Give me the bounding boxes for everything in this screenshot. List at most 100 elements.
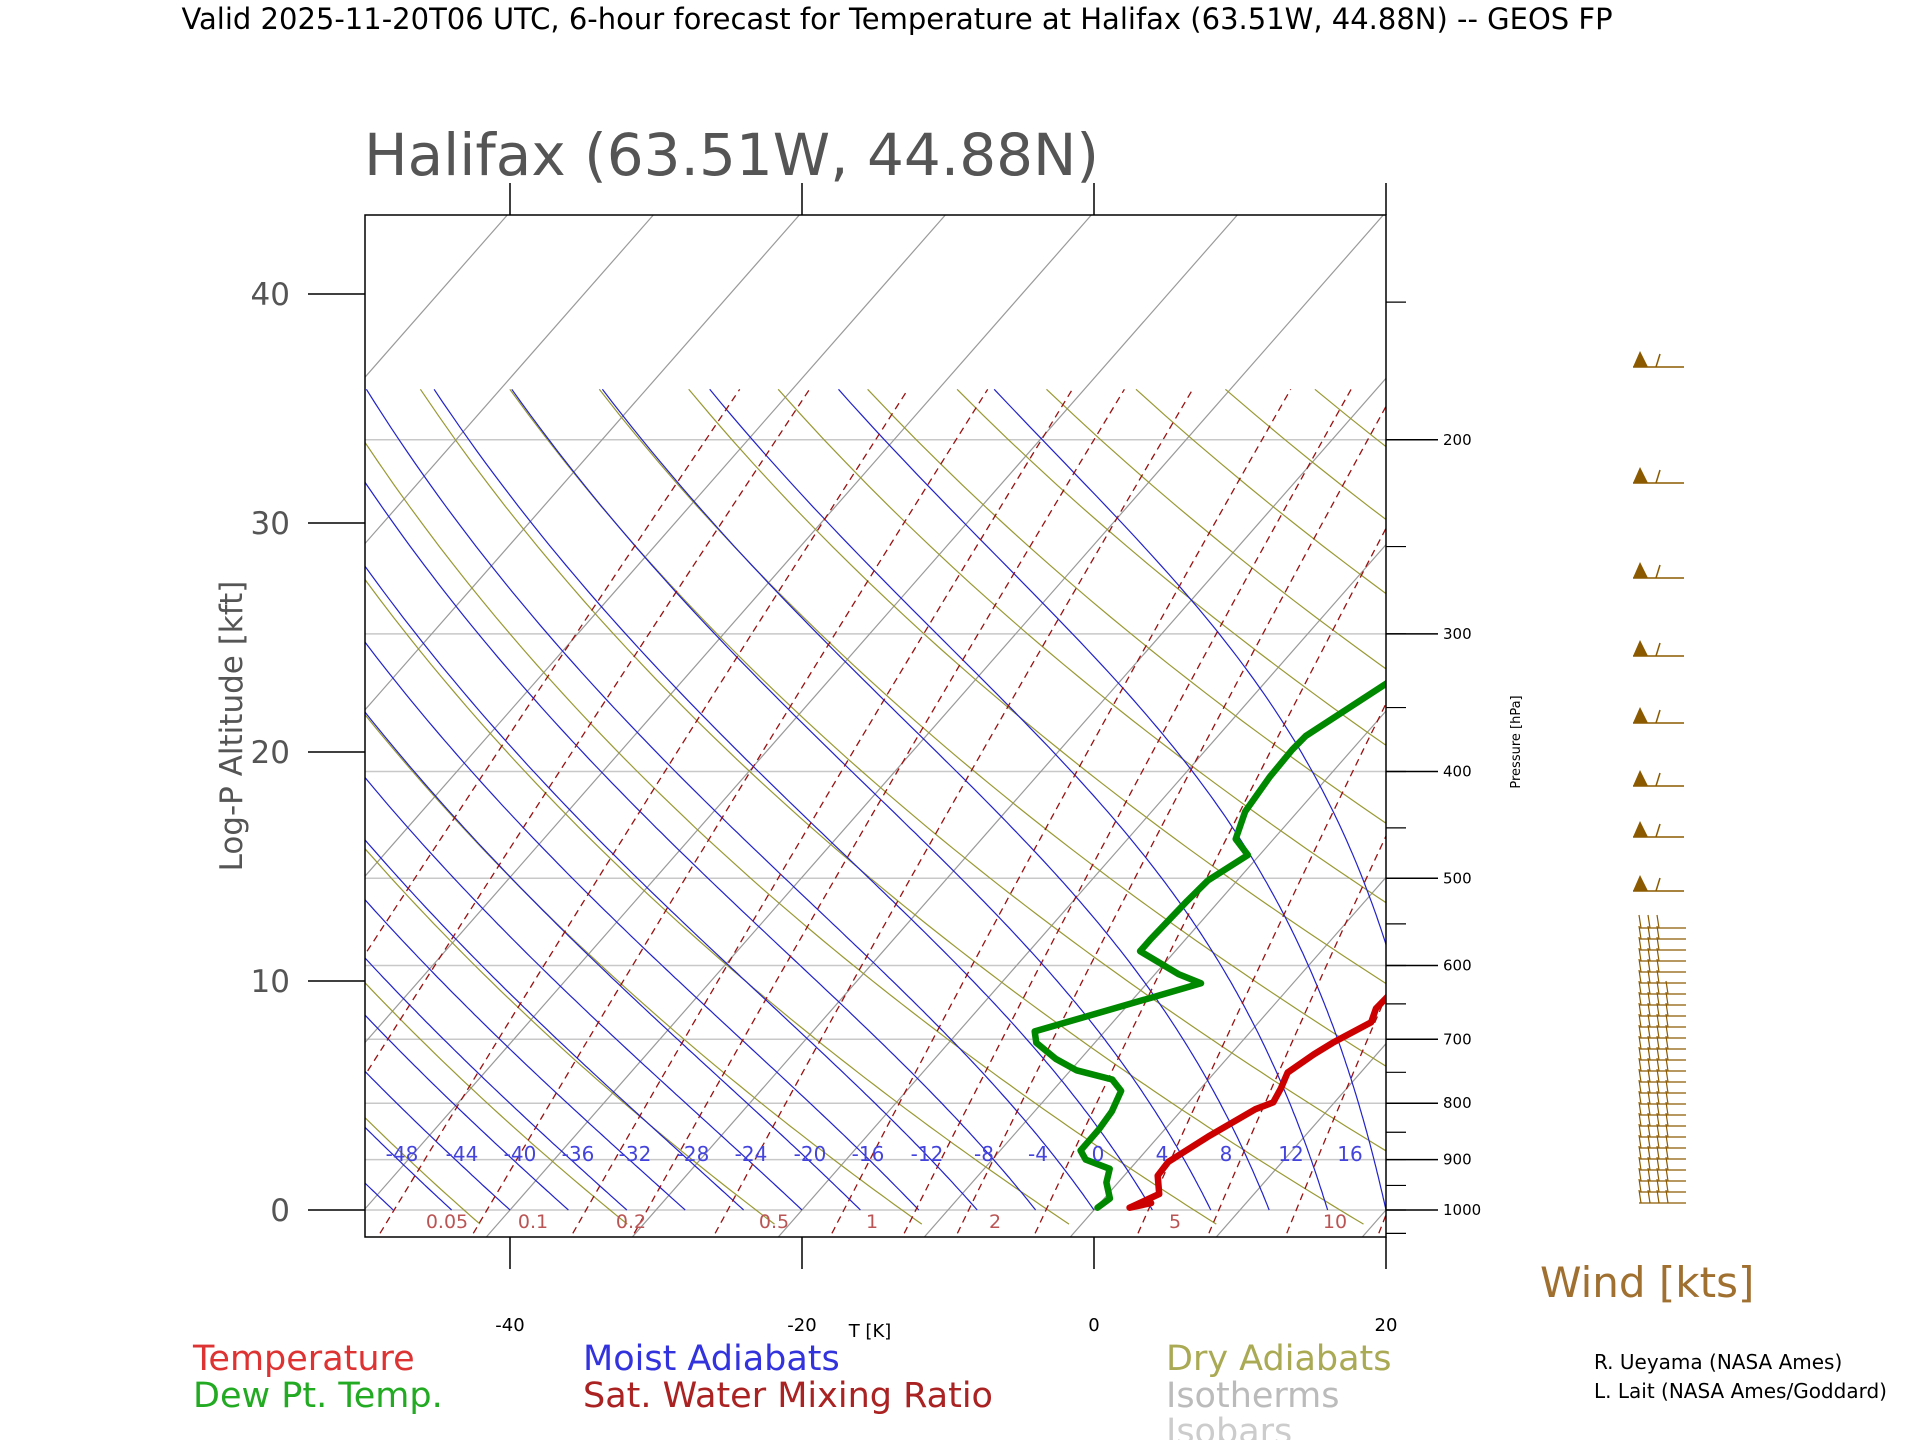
dry-adiabat-lines xyxy=(365,388,1920,1225)
legend-temperature: Temperature xyxy=(192,1339,415,1379)
wind-barb-flag xyxy=(1656,1024,1660,1039)
wind-barb-flag xyxy=(1656,1167,1660,1182)
wind-barb-flag xyxy=(1655,877,1661,892)
dry-adiabat-line xyxy=(688,388,1386,985)
isotherm-lines xyxy=(0,215,1920,1237)
moist-adiabat-line xyxy=(365,776,803,1211)
wind-barb-flag xyxy=(1655,469,1661,484)
wind-barb-pennant xyxy=(1633,707,1648,723)
moist-adiabat-line xyxy=(365,388,1095,1211)
dry-adiabat-line xyxy=(365,441,1217,1225)
wind-barb-flag xyxy=(1656,1013,1660,1028)
wind-barb-flag xyxy=(1647,936,1651,951)
legend-moist-adiabats: Moist Adiabats xyxy=(583,1339,840,1379)
moist-adiabat-label: 8 xyxy=(1220,1142,1233,1166)
wind-barb-flag xyxy=(1656,958,1660,973)
wind-barb-flag xyxy=(1656,1134,1660,1149)
moist-adiabat-line xyxy=(601,388,1270,1211)
wind-barb-pennant xyxy=(1633,351,1648,367)
mixing-ratio-line xyxy=(1545,389,1877,1233)
wind-barb-flag xyxy=(1647,969,1651,984)
legend-dry-adiabats: Dry Adiabats xyxy=(1166,1339,1392,1379)
wind-barb-flag xyxy=(1656,1079,1660,1094)
mixing-ratio-line xyxy=(714,388,1194,1234)
isotherm-line xyxy=(485,215,1384,1237)
wind-barb-flag xyxy=(1656,1145,1660,1160)
wind-barb-flag xyxy=(1655,353,1661,368)
wind-barb-flag xyxy=(1647,1101,1651,1116)
wind-barb-flag xyxy=(1656,1090,1660,1105)
wind-barb-flag xyxy=(1647,925,1651,940)
moist-adiabat-line xyxy=(993,388,1386,947)
wind-barb-flag xyxy=(1647,1035,1651,1050)
wind-barb-flag xyxy=(1638,914,1642,929)
wind-barb-flag xyxy=(1665,1057,1669,1072)
dry-adiabat-line xyxy=(1583,389,1920,1224)
isotherm-line xyxy=(631,377,1386,1237)
moist-adiabat-label: -4 xyxy=(1028,1142,1048,1166)
moist-adiabat-label: -12 xyxy=(911,1142,944,1166)
dry-adiabat-line xyxy=(365,1116,481,1225)
mixing-ratio-label: 2 xyxy=(989,1211,1001,1233)
wind-barb-flag xyxy=(1647,1079,1651,1094)
moist-adiabat-label: -16 xyxy=(852,1142,885,1166)
wind-barb-flag xyxy=(1647,914,1651,929)
wind-barbs xyxy=(1633,351,1686,1204)
wind-barb-flag xyxy=(1638,1035,1642,1050)
x-tick-label: 0 xyxy=(1088,1315,1099,1336)
pressure-axis-label: Pressure [hPa] xyxy=(1509,695,1524,788)
isotherm-line xyxy=(1508,215,1920,1237)
wind-barb-flag xyxy=(1647,958,1651,973)
mixing-ratio-line xyxy=(572,388,1073,1234)
x-axis-label: T [K] xyxy=(848,1321,892,1342)
wind-barb-flag xyxy=(1638,1024,1642,1039)
mixing-ratio-line xyxy=(1446,389,1797,1233)
isobar-lines xyxy=(365,439,1386,1211)
wind-barb-flag xyxy=(1656,969,1660,984)
dry-adiabat-line xyxy=(598,388,1386,1067)
wind-barb-flag xyxy=(1638,980,1642,995)
dry-adiabat-line xyxy=(1852,389,1920,1224)
mixing-ratio-line xyxy=(633,388,1125,1234)
wind-barb-flag xyxy=(1665,1156,1669,1171)
moist-adiabat-line xyxy=(365,711,861,1211)
legend-mixing-ratio: Sat. Water Mixing Ratio xyxy=(583,1376,993,1416)
wind-barb-flag xyxy=(1655,709,1661,724)
moist-adiabat-line xyxy=(365,1014,569,1211)
wind-barb-flag xyxy=(1665,1024,1669,1039)
dewpoint-profile-line xyxy=(1031,679,1386,1211)
mixing-ratio-label: 0.2 xyxy=(616,1211,646,1233)
wind-barb-flag xyxy=(1638,991,1642,1006)
wind-barb-flag xyxy=(1647,1090,1651,1105)
wind-barb-pennant xyxy=(1633,770,1648,786)
mixing-ratio-line xyxy=(365,388,811,1077)
wind-barb-flag xyxy=(1647,1145,1651,1160)
wind-barb-flag xyxy=(1638,1156,1642,1171)
wind-barb-flag xyxy=(1656,980,1660,995)
wind-barb-flag xyxy=(1665,991,1669,1006)
isotherm-line xyxy=(365,215,508,379)
mixing-ratio-line xyxy=(956,405,1386,1234)
wind-barb-flag xyxy=(1665,1068,1669,1083)
isotherm-line xyxy=(1069,876,1386,1237)
wind-barb-flag xyxy=(1656,1002,1660,1017)
wind-barb-flag xyxy=(1638,1013,1642,1028)
x-tick-label: -20 xyxy=(787,1315,816,1336)
moist-adiabat-label: 0 xyxy=(1092,1142,1105,1166)
isotherm-line xyxy=(0,215,361,1237)
dry-adiabat-line xyxy=(509,388,1386,1152)
pressure-tick-label: 200 xyxy=(1443,431,1472,449)
moist-adiabat-line xyxy=(511,388,1212,1211)
mixing-ratio-label: 10 xyxy=(1323,1211,1347,1233)
wind-barb-flag xyxy=(1656,1123,1660,1138)
isotherm-line xyxy=(1215,1042,1386,1237)
moist-adiabat-line xyxy=(365,898,686,1211)
wind-barb-flag xyxy=(1665,1145,1669,1160)
header-title: Valid 2025-11-20T06 UTC, 6-hour forecast… xyxy=(181,2,1612,36)
dry-adiabat-line xyxy=(1494,389,1920,1224)
dry-adiabat-line xyxy=(365,847,775,1225)
isotherm-line xyxy=(365,215,800,711)
mixing-ratio-label: 5 xyxy=(1169,1211,1181,1233)
moist-adiabat-label: -32 xyxy=(619,1142,652,1166)
